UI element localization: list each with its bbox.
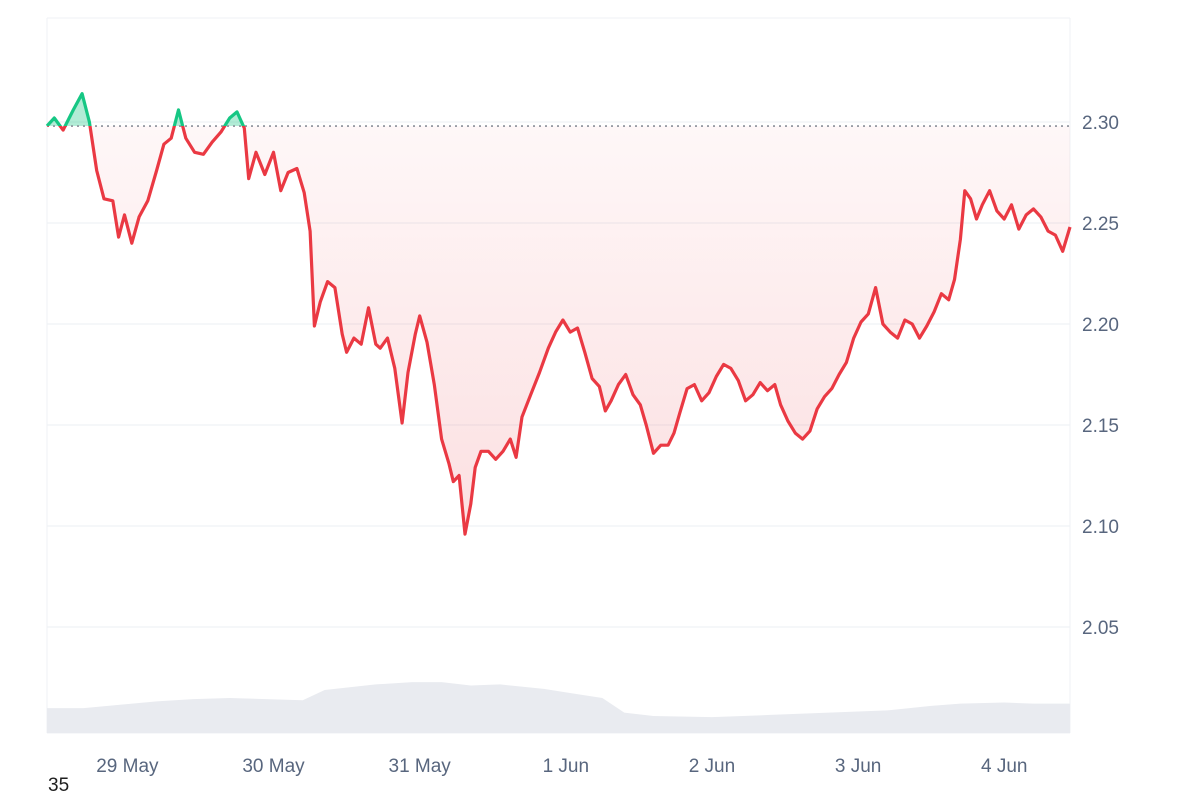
x-tick-label: 3 Jun: [835, 756, 881, 777]
y-tick-label: 2.30: [1082, 113, 1119, 134]
corner-label: 35: [48, 775, 70, 796]
y-tick-label: 2.10: [1082, 517, 1119, 538]
x-tick-label: 1 Jun: [543, 756, 589, 777]
x-tick-label: 31 May: [389, 756, 452, 777]
y-tick-label: 2.25: [1082, 214, 1119, 235]
y-tick-label: 2.05: [1082, 618, 1119, 639]
volume-area: [47, 682, 1070, 733]
price-line-down: [47, 126, 1072, 536]
x-axis: 29 May 30 May 31 May 1 Jun 2 Jun 3 Jun 4 Jun: [96, 756, 1027, 777]
x-tick-label: 4 Jun: [981, 756, 1027, 777]
volume-area-group: [47, 682, 1070, 733]
price-line-up: [45, 92, 246, 127]
price-fill-group: [47, 93, 1070, 535]
y-axis: 2.30 2.25 2.20 2.15 2.10 2.05: [1082, 113, 1119, 639]
x-tick-label: 29 May: [96, 756, 159, 777]
y-tick-label: 2.20: [1082, 315, 1119, 336]
price-line-group: [45, 92, 1072, 536]
y-tick-label: 2.15: [1082, 416, 1119, 437]
price-fill-below: [60, 126, 1070, 535]
x-tick-label: 2 Jun: [689, 756, 735, 777]
x-tick-label: 30 May: [242, 756, 305, 777]
